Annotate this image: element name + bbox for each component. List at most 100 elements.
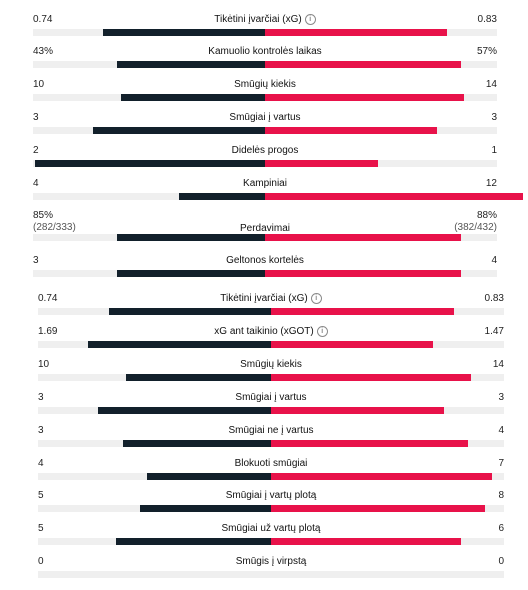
away-bar [271, 407, 444, 414]
stat-label: xG ant taikinio (xGOT) i [38, 326, 504, 338]
home-bar [93, 127, 265, 134]
home-value-text: 43% [33, 46, 54, 57]
stat-track [38, 341, 504, 348]
home-value: 85% (282/333) [33, 210, 76, 234]
stat-row-smugiai-ne-i-vartus: 3 Smūgiai ne į vartus 4 [38, 425, 504, 451]
info-icon[interactable]: i [316, 326, 328, 337]
home-value: 0.74 [33, 14, 52, 26]
away-value-text: 1.47 [484, 326, 504, 337]
away-bar [271, 341, 433, 348]
info-icon[interactable]: i [310, 293, 322, 304]
stat-label-text: Tikėtini įvarčiai (xG) [220, 293, 308, 304]
away-bar [265, 160, 378, 167]
away-value: 8 [498, 490, 504, 502]
stat-label: Smūgiai ne į vartus [38, 425, 504, 437]
stat-track [38, 407, 504, 414]
away-value: 14 [493, 359, 504, 371]
stat-label: Smūgiai į vartų plotą [38, 490, 504, 502]
home-value: 43% [33, 46, 53, 58]
away-value-text: 6 [498, 523, 504, 534]
home-value-text: 0.74 [38, 293, 58, 304]
stat-label-text: Geltonos kortelės [226, 255, 304, 266]
stat-label-text: Smūgiai už vartų plotą [221, 523, 321, 534]
stat-row-blokuoti-smugiai: 4 Blokuoti smūgiai 7 [38, 458, 504, 484]
away-value-text: 14 [485, 79, 497, 90]
away-bar [271, 538, 461, 545]
stat-label-text: Smūgiai į vartus [229, 112, 301, 123]
stat-row-kamuolio-kontroles-laikas: 43% Kamuolio kontrolės laikas 57% [33, 46, 497, 72]
stat-label: Tikėtini įvarčiai (xG) i [33, 14, 497, 26]
away-value-text: 3 [491, 112, 497, 123]
info-icon[interactable]: i [304, 14, 316, 25]
stat-row-tiketini-ivarciai-xg: 0.74 Tikėtini įvarčiai (xG) i 0.83 [38, 293, 504, 319]
stat-track [38, 473, 504, 480]
away-value: 7 [498, 458, 504, 470]
stat-track [33, 270, 497, 277]
stat-label: Didelės progos [33, 145, 497, 157]
stat-track [38, 440, 504, 447]
stat-label-text: Kampiniai [243, 178, 287, 189]
home-bar [109, 308, 271, 315]
away-value: 4 [498, 425, 504, 437]
home-bar [123, 440, 271, 447]
stat-label-text: Smūgis į virpstą [235, 556, 307, 567]
away-value: 6 [498, 523, 504, 535]
home-bar [35, 160, 265, 167]
stat-label-text: xG ant taikinio (xGOT) [214, 326, 314, 337]
stat-row-smugiu-kiekis: 10 Smūgių kiekis 14 [33, 79, 497, 105]
away-value: 3 [498, 392, 504, 404]
stat-label-text: Blokuoti smūgiai [234, 458, 308, 469]
home-value: 0 [38, 556, 44, 568]
away-value: 88% (382/432) [454, 210, 497, 234]
home-value: 5 [38, 490, 44, 502]
away-value: 0.83 [485, 293, 504, 305]
away-value-text: 12 [485, 178, 497, 189]
home-value: 3 [33, 255, 39, 267]
stat-label: Smūgiai į vartus [33, 112, 497, 124]
stat-track [33, 94, 497, 101]
stat-label-text: Smūgiai ne į vartus [228, 425, 314, 436]
stat-label-text: Kamuolio kontrolės laikas [208, 46, 322, 57]
home-bar [117, 61, 265, 68]
home-bar [88, 341, 271, 348]
stat-label: Blokuoti smūgiai [38, 458, 504, 470]
stat-label: Smūgių kiekis [33, 79, 497, 91]
away-value-text: 14 [492, 359, 504, 370]
home-bar [116, 538, 271, 545]
home-value-sub: (282/333) [33, 222, 76, 233]
home-value: 0.74 [38, 293, 57, 305]
away-value: 14 [486, 79, 497, 91]
away-bar [265, 94, 464, 101]
away-value: 1.47 [485, 326, 504, 338]
stat-label: Smūgiai už vartų plotą [38, 523, 504, 535]
away-bar [265, 270, 461, 277]
away-value: 57% [477, 46, 497, 58]
away-value: 1 [491, 145, 497, 157]
away-value-text: 4 [498, 425, 504, 436]
away-bar [265, 61, 461, 68]
home-value: 1.69 [38, 326, 57, 338]
stat-label: Smūgių kiekis [38, 359, 504, 371]
away-value-text: 57% [476, 46, 497, 57]
stat-row-smugis-i-virpsta: 0 Smūgis į virpstą 0 [38, 556, 504, 582]
stat-row-smugiai-i-vartus: 3 Smūgiai į vartus 3 [38, 392, 504, 418]
stat-row-perdavimai: 85% (282/333) Perdavimai 88% (382/432) [33, 210, 497, 241]
away-bar [265, 29, 447, 36]
stat-label: Geltonos kortelės [33, 255, 497, 267]
stat-track [33, 127, 497, 134]
away-value: 12 [486, 178, 497, 190]
home-bar [140, 505, 271, 512]
away-value-text: 0.83 [477, 14, 497, 25]
home-value: 3 [38, 392, 44, 404]
stat-track [33, 29, 497, 36]
stat-label: Smūgis į virpstą [38, 556, 504, 568]
home-value-text: 10 [33, 79, 45, 90]
home-value-text: 0 [38, 556, 44, 567]
stat-label-text: Smūgių kiekis [240, 359, 302, 370]
stat-track [33, 234, 497, 241]
home-bar [179, 193, 265, 200]
home-value-text: 4 [33, 178, 39, 189]
stat-label: Kampiniai [33, 178, 497, 190]
home-value-text: 5 [38, 490, 44, 501]
stat-row-smugiai-uz-vartu-plota: 5 Smūgiai už vartų plotą 6 [38, 523, 504, 549]
